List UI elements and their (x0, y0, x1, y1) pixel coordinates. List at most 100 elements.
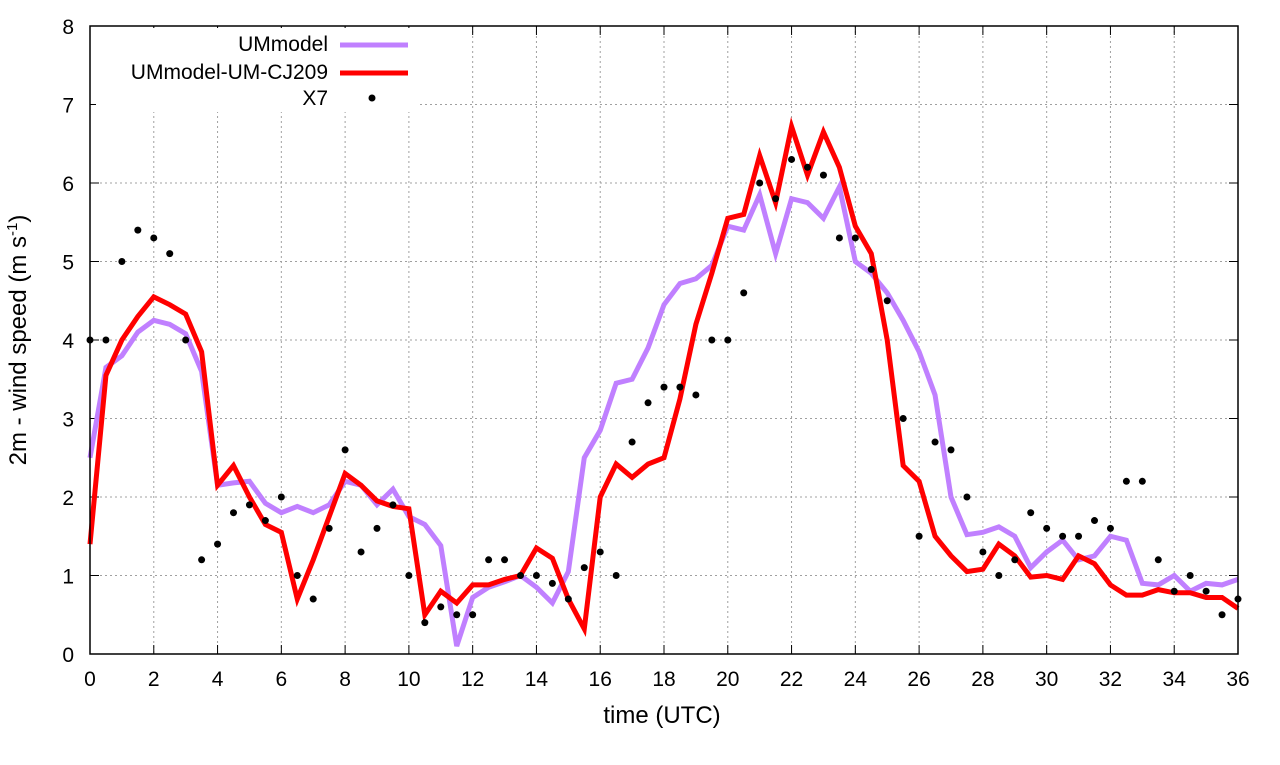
x7-data-point (437, 603, 445, 611)
x7-data-point (1091, 517, 1098, 525)
x7-data-point (899, 415, 907, 422)
x7-data-point (198, 556, 206, 564)
x7-data-point (341, 446, 349, 454)
x7-data-point (931, 438, 939, 446)
x-tick-label: 10 (397, 668, 420, 691)
grid (89, 25, 1239, 655)
legend-label-cj209: UMmodel-UM-CJ209 (131, 61, 328, 84)
x7-data-point (134, 226, 142, 234)
x7-data-point (309, 595, 317, 603)
series-layer (86, 116, 1242, 647)
x-tick-label: 18 (652, 668, 675, 691)
x7-data-point (628, 438, 636, 446)
x7-data-point (1122, 477, 1130, 485)
x7-data-point (963, 493, 971, 501)
axis-ticks: 0 2 4 6 8 10 12 14 16 18 20 22 24 26 28 30 32 34 360123456… (62, 16, 1249, 691)
x7-data-point (724, 336, 732, 344)
x7-data-point (979, 548, 987, 556)
x-tick-label: 34 (1163, 668, 1187, 691)
plot-border (89, 25, 1239, 655)
x7-data-point (548, 579, 556, 587)
x7-data-point (293, 572, 301, 579)
x7-data-point (708, 336, 716, 344)
x-tick-label: 12 (461, 668, 484, 691)
x-tick-label: 28 (971, 668, 994, 691)
x7-data-point (405, 572, 413, 579)
x7-data-point (118, 258, 126, 265)
x7-data-point (915, 532, 923, 540)
x-tick-label: 16 (589, 668, 612, 691)
x7-data-point (245, 501, 253, 509)
x-tick-label: 8 (339, 668, 351, 691)
x-tick-label: 22 (780, 668, 803, 691)
y-tick-label: 4 (62, 330, 74, 353)
series-line-ummodel (87, 179, 1239, 647)
y-axis-label-sup: -1 (4, 223, 21, 236)
x7-data-point (501, 556, 509, 564)
x-tick-label: 32 (1099, 668, 1122, 691)
x7-data-point (261, 517, 269, 525)
x7-data-point (517, 572, 524, 579)
x7-data-point (182, 336, 190, 344)
x7-data-point (612, 572, 620, 579)
x7-data-point (469, 611, 477, 619)
x7-data-point (851, 234, 859, 242)
x-tick-label: 0 (84, 668, 96, 691)
y-tick-label: 1 (62, 566, 74, 589)
x7-data-point (325, 524, 333, 532)
x7-data-point (660, 383, 668, 391)
x7-data-point (150, 234, 158, 242)
x7-data-point (277, 493, 285, 501)
legend-label-x7: X7 (302, 87, 328, 110)
x7-data-point (692, 391, 700, 399)
y-tick-label: 5 (62, 252, 74, 275)
x7-data-point (485, 556, 493, 564)
x7-data-point (756, 179, 764, 187)
x-tick-label: 36 (1226, 668, 1249, 691)
x7-data-point (1218, 611, 1226, 619)
x7-data-point (230, 509, 237, 517)
x7-data-point (1186, 572, 1194, 579)
x7-data-point (644, 399, 652, 407)
legend-background (96, 28, 418, 112)
x7-data-point (1154, 556, 1162, 564)
x7-data-point (453, 611, 461, 619)
x7-data-point (995, 572, 1003, 579)
x7-data-point (102, 336, 110, 344)
x7-data-point (1043, 524, 1051, 532)
x-tick-label: 20 (716, 668, 739, 691)
x-tick-label: 30 (1035, 668, 1058, 691)
x7-data-point (373, 524, 381, 532)
x-tick-label: 24 (844, 668, 868, 691)
x7-data-point (835, 234, 843, 242)
legend-marker-x7 (368, 94, 376, 102)
x7-data-point (421, 619, 429, 627)
legend: UMmodel UMmodel-UM-CJ209 X7 (131, 33, 408, 110)
x7-data-point (1075, 532, 1083, 540)
series-line-ummodel-um-cj209 (87, 116, 1240, 638)
x7-data-point (676, 383, 684, 391)
y-tick-label: 2 (62, 487, 74, 510)
y-tick-label: 6 (62, 173, 74, 196)
x7-data-point (1106, 524, 1114, 532)
y-tick-label: 7 (62, 95, 74, 118)
x-tick-label: 2 (148, 668, 160, 691)
x7-data-point (1170, 587, 1178, 595)
y-axis-label-close: ) (5, 215, 32, 223)
x-tick-label: 6 (275, 668, 287, 691)
x7-data-point (1011, 556, 1019, 564)
x7-data-point (947, 446, 955, 454)
x7-data-point (788, 155, 796, 163)
x7-data-point (214, 540, 222, 548)
x7-data-point (1059, 532, 1067, 540)
x7-data-point (867, 265, 875, 273)
x-tick-label: 26 (907, 668, 930, 691)
y-tick-label: 3 (62, 409, 74, 432)
x7-data-point (1202, 587, 1210, 595)
x7-data-point (772, 195, 780, 203)
x-tick-label: 14 (525, 668, 549, 691)
y-axis-label: 2m - wind speed (m s-1) (4, 215, 32, 466)
x7-data-point (580, 564, 588, 572)
y-tick-label: 8 (62, 16, 74, 39)
